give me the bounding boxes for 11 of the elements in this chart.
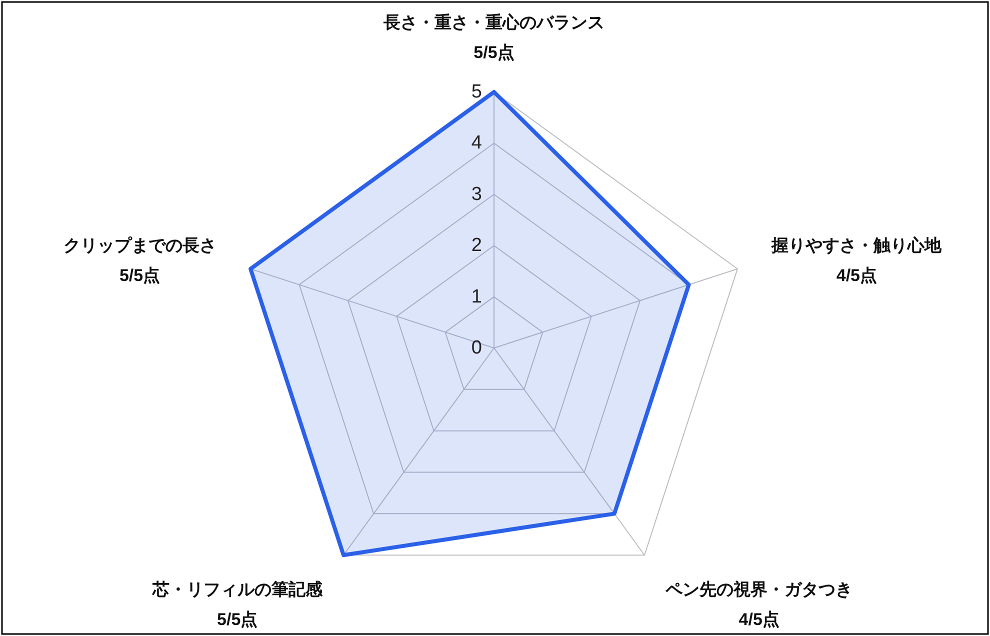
- y-tick-label: 5: [471, 82, 482, 102]
- y-tick-label: 0: [471, 338, 482, 358]
- y-tick-label: 1: [471, 286, 482, 308]
- spoke-label: 握りやすさ・触り心地 4/5点: [772, 235, 942, 288]
- spoke-label: 芯・リフィルの筆記感 5/5点: [152, 578, 322, 631]
- spoke-label: クリップまでの長さ 5/5点: [63, 235, 216, 288]
- y-tick-label: 3: [471, 184, 482, 205]
- y-tick-label: 2: [471, 235, 482, 256]
- spoke-label: 長さ・重さ・重心のバランス 5/5点: [384, 12, 604, 64]
- y-tick-label: 4: [471, 132, 482, 154]
- spoke-label: ペン先の視界・ガタつき 4/5点: [666, 578, 853, 631]
